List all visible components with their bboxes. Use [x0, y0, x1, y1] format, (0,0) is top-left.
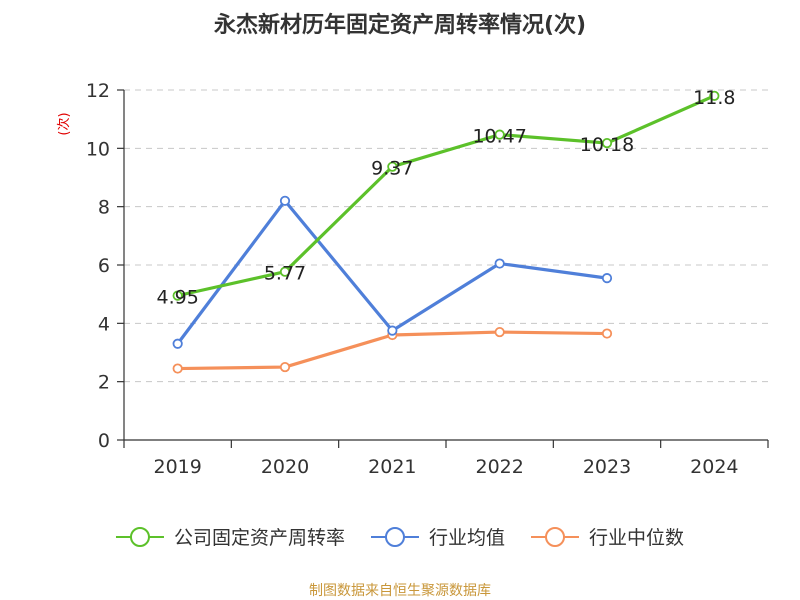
x-tick-label: 2019: [153, 456, 201, 478]
y-tick-label: 12: [86, 80, 110, 102]
legend-label: 行业中位数: [589, 527, 684, 549]
data-point: [387, 161, 398, 172]
data-point: [601, 137, 613, 149]
series-line: [176, 199, 609, 346]
y-tick-label: 4: [98, 313, 110, 335]
data-label: 10.47: [472, 126, 526, 148]
data-point: [279, 195, 291, 206]
legend-marker: [384, 527, 405, 547]
legend-marker: [129, 527, 150, 547]
legend-item[interactable]: 公司固定资产周转率: [115, 527, 345, 549]
data-point: [494, 129, 505, 140]
data-label: 11.8: [693, 87, 735, 109]
chart-title: 永杰新材历年固定资产周转率情况(次): [214, 12, 586, 38]
y-axis-label: (次): [56, 112, 72, 135]
x-tick-label: 2021: [368, 456, 416, 478]
data-point: [601, 328, 613, 339]
x-tick-label: 2023: [583, 456, 631, 478]
x-tick-label: 2020: [261, 456, 309, 478]
data-label: 10.18: [580, 134, 634, 156]
series-line: [176, 94, 716, 298]
legend-label: 公司固定资产周转率: [174, 527, 345, 549]
legend-item[interactable]: 行业中位数: [531, 527, 684, 549]
legend-label: 行业均值: [429, 527, 505, 549]
data-labels: 4.95 5.77 9.37 10.47 10.18 11.8: [157, 87, 736, 309]
series-1: [172, 195, 613, 349]
data-point: [494, 258, 505, 269]
y-tick-label: 10: [86, 138, 110, 160]
data-point: [172, 363, 183, 374]
y-tick-label: 2: [98, 372, 110, 394]
grid-lines: [124, 89, 768, 383]
data-point: [279, 361, 291, 373]
series-0: [172, 90, 720, 301]
axes: 0 2 4 6 8 10 12 2019 2020 2021 2022 2023 2024: [86, 80, 769, 478]
series-lines: [172, 90, 720, 374]
data-point: [494, 326, 505, 338]
data-label: 9.37: [371, 158, 413, 180]
legend[interactable]: 公司固定资产周转率 行业均值 行业中位数: [115, 527, 684, 549]
data-point: [709, 90, 720, 101]
data-point: [279, 266, 291, 277]
legend-item[interactable]: 行业均值: [370, 527, 505, 549]
y-tick-label: 0: [98, 430, 110, 452]
data-label: 4.95: [157, 287, 199, 309]
y-tick-label: 8: [98, 197, 110, 219]
legend-marker: [545, 527, 566, 547]
x-tick-label: 2022: [475, 456, 523, 478]
data-point: [601, 273, 613, 284]
data-point: [172, 338, 183, 349]
data-point: [172, 290, 183, 301]
data-label: 5.77: [264, 263, 306, 285]
y-tick-label: 6: [98, 255, 110, 277]
x-tick-label: 2024: [690, 456, 738, 478]
data-point: [387, 325, 398, 336]
source-note: 制图数据来自恒生聚源数据库: [309, 583, 491, 599]
